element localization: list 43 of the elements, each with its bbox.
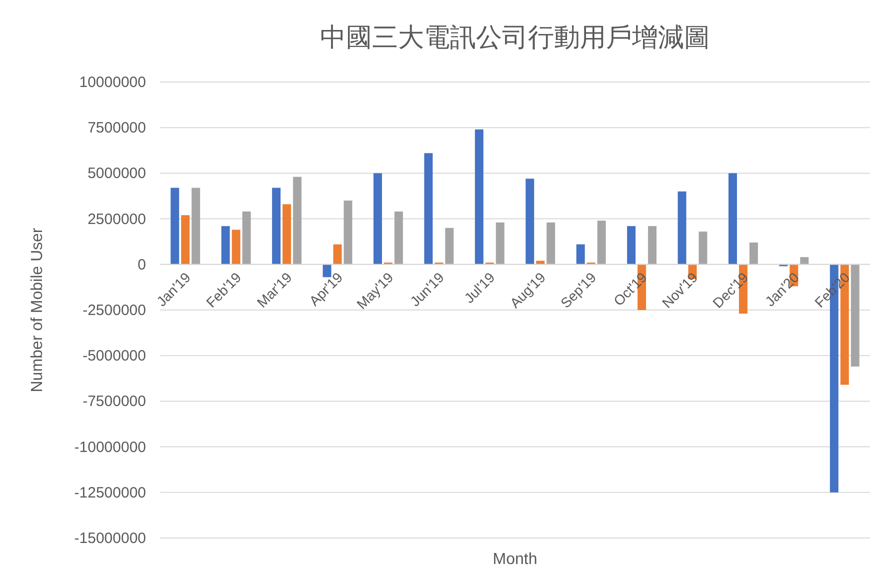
y-tick-label: -5000000	[82, 348, 146, 365]
y-tick-label: -10000000	[74, 438, 146, 456]
bar	[648, 226, 657, 264]
bar	[333, 244, 342, 264]
chart-title: 中國三大電訊公司行動用戶增減圖	[320, 22, 710, 52]
bar	[282, 204, 292, 264]
bar	[170, 188, 180, 264]
bar	[496, 222, 504, 264]
y-tick-label: -7500000	[82, 393, 146, 410]
bar	[576, 244, 585, 264]
bar	[344, 200, 352, 264]
bar	[232, 230, 240, 264]
bar	[627, 226, 636, 264]
x-axis-title: Month	[492, 551, 538, 568]
bar	[698, 232, 708, 264]
y-tick-label: -15000000	[74, 530, 146, 547]
bar	[526, 178, 534, 264]
bar	[272, 188, 281, 264]
bar	[445, 228, 454, 264]
bar	[424, 153, 433, 264]
y-tick-label: 7500000	[88, 120, 146, 137]
y-tick-label: -12500000	[74, 484, 146, 502]
y-tick-label: -2500000	[82, 302, 146, 319]
bar	[221, 226, 230, 264]
bar	[192, 188, 200, 264]
bar	[800, 257, 809, 264]
y-tick-label: 0	[138, 256, 146, 274]
y-axis-title: Number of Mobile User	[29, 227, 46, 392]
bar	[546, 222, 556, 264]
y-tick-label: 2500000	[88, 210, 146, 228]
bar	[181, 215, 190, 264]
bar	[394, 212, 403, 264]
bar	[373, 173, 382, 264]
bar	[293, 176, 302, 264]
bar	[242, 212, 251, 264]
bar	[474, 129, 484, 264]
bar	[678, 191, 686, 264]
y-tick-label: 5000000	[88, 165, 146, 182]
y-tick-label: 10000000	[79, 74, 146, 91]
bar	[749, 242, 758, 264]
bar	[728, 173, 737, 264]
bar	[597, 220, 606, 264]
bar	[850, 264, 860, 367]
